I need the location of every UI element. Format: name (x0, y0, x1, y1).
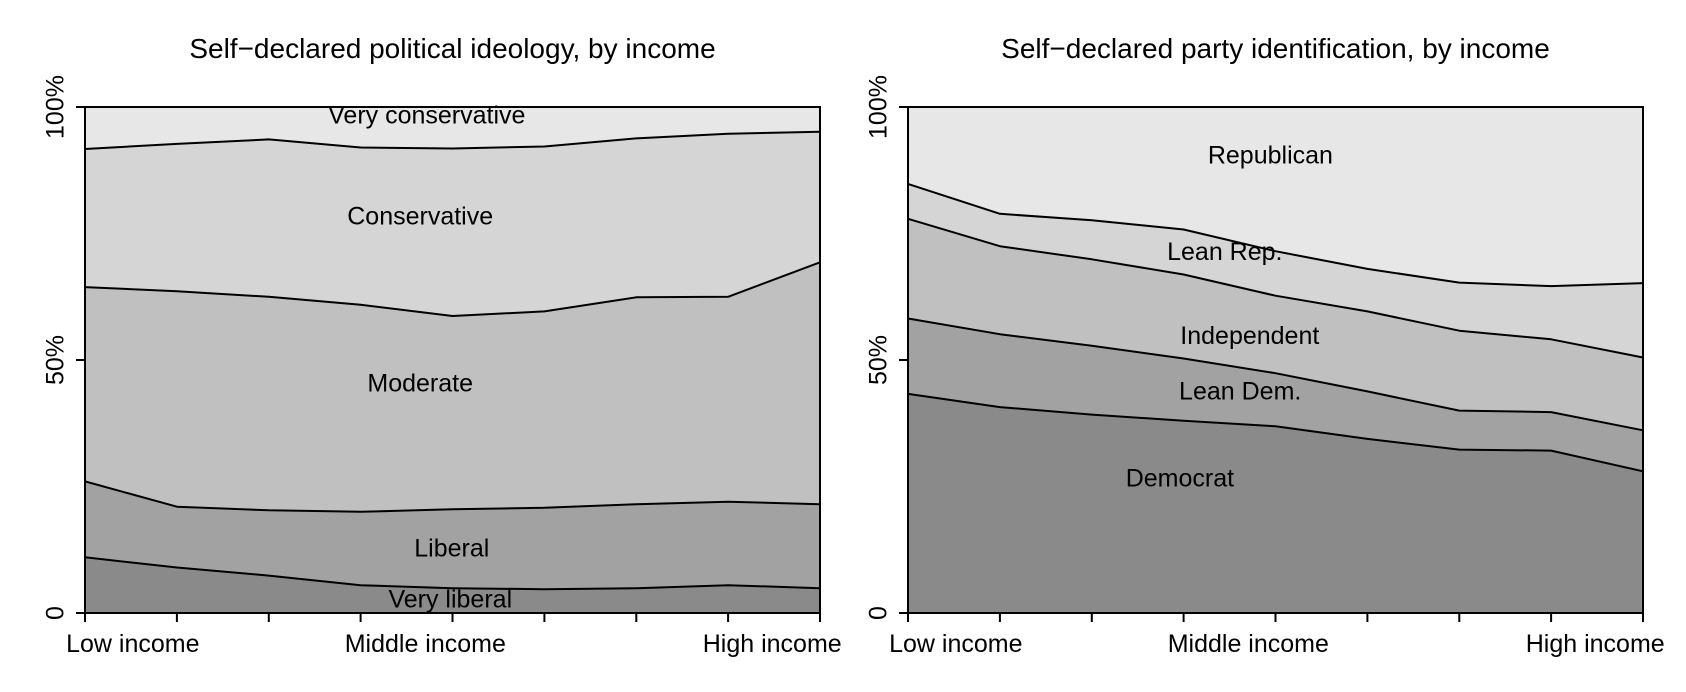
band-label-lean-dem: Lean Dem. (1179, 378, 1301, 406)
band-label-lean-rep: Lean Rep. (1167, 238, 1282, 266)
x-axis-label-middle-income: Middle income (1168, 630, 1329, 658)
boundary-above-lean-rep (907, 182, 1644, 288)
band-label-democrat: Democrat (1126, 465, 1234, 493)
band-label-liberal: Liberal (414, 534, 489, 562)
chart-party-id: 100% 50% 0 Low income Middle income High inco… (843, 0, 1686, 692)
band-conservative (85, 131, 820, 316)
band-democrat (908, 393, 1643, 613)
x-axis-label-low-income: Low income (889, 630, 1022, 658)
boundary-above-independent (907, 217, 1644, 359)
boundary-above-moderate (84, 261, 821, 317)
party-id-stacked-area-chart: 100% 50% 0 Low income Middle income High inco… (865, 33, 1665, 658)
band-lean-rep (908, 183, 1643, 358)
chart-title: Self−declared party identification, by i… (1001, 33, 1550, 64)
band-label-republican: Republican (1208, 142, 1333, 170)
y-tick-label: 50% (42, 335, 70, 385)
boundary-above-liberal (84, 480, 821, 513)
chart-title: Self−declared political ideology, by inc… (189, 33, 715, 64)
y-tick-label: 100% (865, 75, 893, 139)
y-tick-label: 0 (865, 606, 893, 620)
band-label-independent: Independent (1180, 322, 1319, 350)
band-very-liberal (85, 557, 820, 613)
band-lean-dem (908, 318, 1643, 472)
x-axis-label-high-income: High income (1526, 630, 1665, 658)
ideology-stacked-area-chart: 100% 50% 0 Low income Middle income High inco… (42, 33, 842, 658)
band-label-very-liberal: Very liberal (388, 586, 512, 614)
y-tick-label: 50% (865, 335, 893, 385)
boundary-above-conservative (84, 130, 821, 150)
y-tick-label: 0 (42, 606, 70, 620)
band-label-very-conservative: Very conservative (328, 102, 525, 130)
x-axis-label-high-income: High income (703, 630, 842, 658)
boundary-above-very-liberal (84, 556, 821, 591)
band-republican (908, 107, 1643, 287)
y-tick-label: 100% (42, 75, 70, 139)
band-label-conservative: Conservative (347, 202, 493, 230)
boundary-above-lean-dem (907, 317, 1644, 432)
x-axis-label-low-income: Low income (66, 630, 199, 658)
band-label-moderate: Moderate (367, 369, 473, 397)
x-axis-label-middle-income: Middle income (345, 630, 506, 658)
boundary-above-democrat (907, 392, 1644, 473)
chart-ideology: 100% 50% 0 Low income Middle income High inco… (42, 33, 842, 658)
band-liberal (85, 481, 820, 590)
band-independent (908, 218, 1643, 431)
band-moderate (85, 262, 820, 512)
